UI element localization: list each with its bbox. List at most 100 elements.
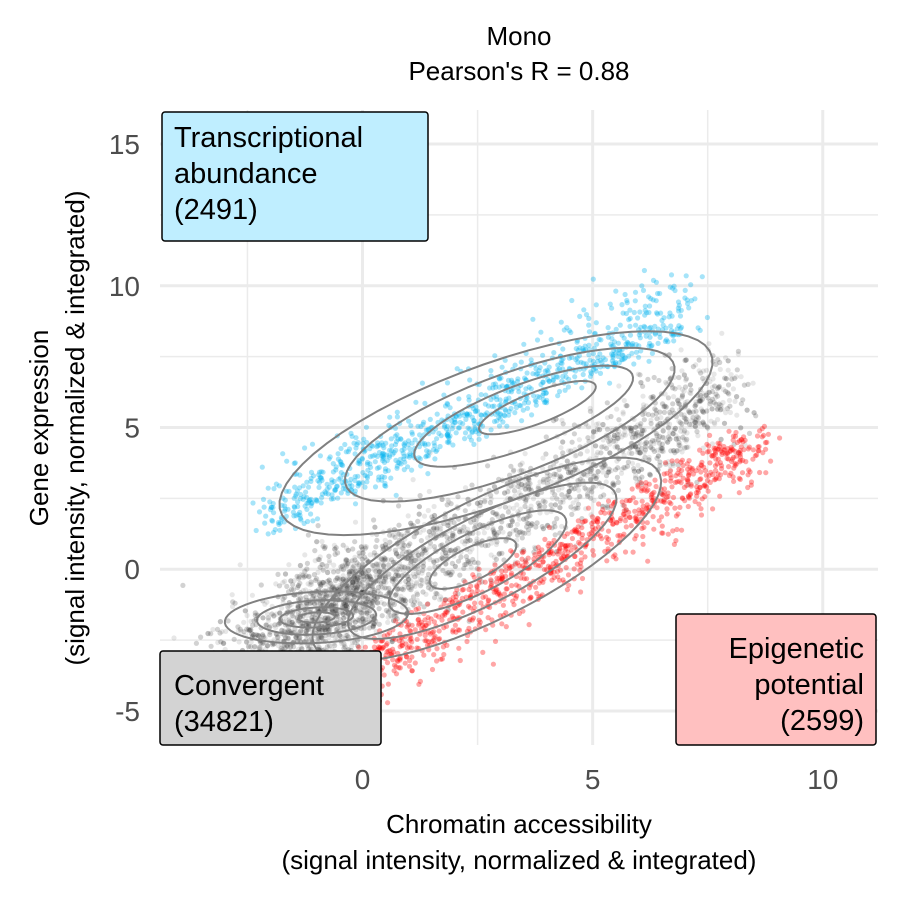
data-point	[677, 443, 683, 449]
data-point	[355, 592, 361, 598]
data-point	[299, 646, 305, 652]
data-point	[325, 569, 331, 576]
data-point	[668, 323, 674, 329]
data-point	[516, 489, 522, 496]
data-point	[474, 500, 480, 506]
data-point	[573, 543, 579, 549]
data-point	[324, 563, 330, 569]
data-point	[661, 435, 667, 441]
data-point	[593, 443, 599, 449]
data-point	[280, 451, 286, 457]
data-point	[508, 463, 514, 469]
data-point	[368, 586, 374, 593]
data-point	[272, 622, 278, 628]
data-point	[349, 583, 355, 589]
data-point	[681, 372, 688, 378]
data-point	[650, 438, 656, 444]
data-point	[345, 602, 351, 608]
data-point	[284, 583, 290, 590]
data-point	[402, 598, 408, 604]
data-point	[350, 579, 356, 585]
data-point	[386, 585, 392, 591]
data-point	[363, 571, 369, 577]
data-point	[320, 567, 326, 573]
data-point	[581, 307, 587, 313]
data-point	[315, 523, 321, 529]
data-point	[566, 489, 572, 495]
data-point	[369, 598, 375, 605]
data-point	[317, 600, 323, 606]
data-point	[357, 579, 363, 585]
data-point	[651, 448, 658, 454]
data-point	[358, 544, 364, 550]
data-point	[589, 489, 595, 495]
data-point	[496, 551, 502, 557]
data-point	[362, 554, 368, 560]
data-point	[431, 559, 437, 565]
data-point	[661, 404, 667, 410]
data-point	[391, 576, 397, 582]
data-point	[598, 450, 604, 456]
data-point	[439, 596, 445, 602]
data-point	[716, 401, 722, 407]
data-point	[673, 436, 679, 442]
data-point	[303, 587, 309, 593]
data-point	[641, 449, 647, 455]
data-point	[337, 617, 343, 623]
data-point	[260, 632, 266, 638]
data-point	[565, 492, 571, 498]
data-point	[557, 505, 563, 511]
data-point	[300, 575, 306, 581]
data-point	[493, 556, 499, 562]
data-point	[271, 613, 277, 619]
data-point	[571, 506, 577, 512]
data-point	[658, 445, 664, 451]
data-point	[505, 495, 511, 501]
data-point	[622, 432, 629, 438]
data-point	[688, 390, 694, 397]
data-point	[297, 635, 303, 641]
data-point	[576, 493, 583, 499]
data-point	[505, 509, 511, 515]
data-point	[290, 509, 296, 515]
data-point	[369, 594, 375, 601]
data-point	[593, 443, 599, 449]
data-point	[600, 421, 606, 428]
data-point	[421, 545, 427, 551]
data-point	[552, 502, 559, 508]
data-point	[647, 472, 653, 478]
data-point	[397, 567, 403, 573]
data-point	[353, 606, 359, 612]
data-point	[512, 410, 518, 416]
data-point	[571, 467, 577, 474]
data-point	[280, 580, 286, 586]
data-point	[519, 535, 525, 541]
data-point	[593, 429, 599, 435]
data-point	[597, 427, 603, 433]
data-point	[366, 567, 372, 574]
data-point	[615, 353, 621, 360]
data-point	[248, 644, 254, 650]
data-point	[296, 596, 302, 602]
data-point	[282, 571, 289, 577]
data-point	[640, 393, 646, 399]
data-point	[415, 573, 421, 579]
data-point	[744, 407, 750, 413]
data-point	[711, 420, 717, 426]
data-point	[681, 372, 688, 378]
data-point	[653, 411, 659, 417]
data-point	[333, 600, 339, 606]
data-point	[709, 384, 716, 390]
data-point	[244, 612, 250, 619]
data-point	[474, 517, 480, 523]
data-point	[377, 568, 383, 575]
data-point	[331, 562, 337, 568]
data-point	[298, 628, 304, 634]
data-point	[633, 322, 639, 328]
data-point	[482, 497, 488, 503]
data-point	[637, 423, 643, 429]
data-point	[670, 461, 676, 467]
data-point	[513, 527, 519, 533]
data-point	[447, 572, 453, 578]
data-point	[359, 613, 365, 619]
